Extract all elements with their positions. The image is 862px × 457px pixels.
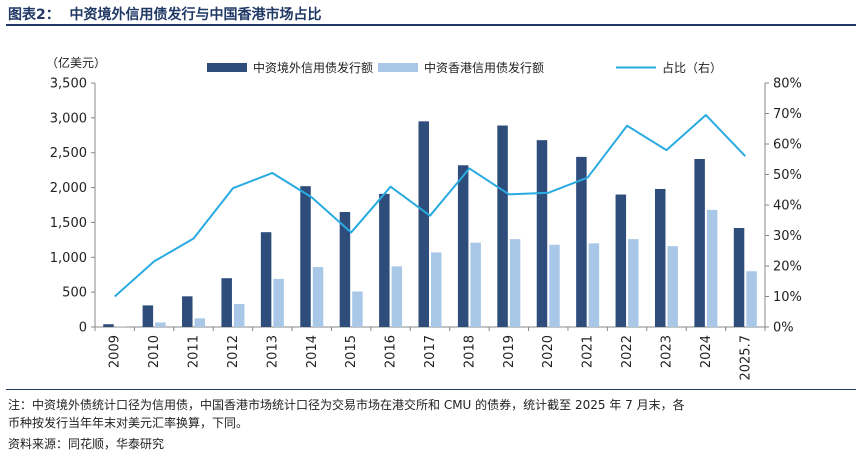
bar-hongkong-issuance bbox=[667, 246, 678, 327]
bar-hongkong-issuance bbox=[352, 291, 363, 327]
bar-offshore-issuance bbox=[654, 188, 666, 327]
bar-offshore-issuance bbox=[103, 324, 114, 327]
legend-swatch bbox=[378, 63, 418, 72]
bar-hongkong-issuance bbox=[549, 244, 560, 327]
bar-hongkong-issuance bbox=[706, 209, 718, 327]
x-tick-label: 2025.7 bbox=[738, 335, 753, 381]
x-tick-label: 2024 bbox=[699, 335, 714, 368]
bar-hongkong-issuance bbox=[746, 271, 757, 327]
x-tick-label: 2016 bbox=[384, 335, 399, 368]
bar-offshore-issuance bbox=[694, 158, 705, 327]
right-tick-label: 0% bbox=[773, 321, 794, 336]
bar-offshore-issuance bbox=[615, 194, 627, 327]
figure-title: 图表2： 中资境外信用债发行与中国香港市场占比 bbox=[8, 7, 322, 23]
share-line bbox=[114, 114, 747, 298]
x-tick-label: 2015 bbox=[344, 335, 359, 368]
bar-hongkong-issuance bbox=[391, 266, 403, 327]
bar-hongkong-issuance bbox=[509, 239, 521, 327]
x-tick-label: 2012 bbox=[226, 335, 241, 368]
bar-offshore-issuance bbox=[497, 125, 508, 327]
combo-chart: （亿美元） 中资境外信用债发行额 中资香港信用债发行额 占比（右） 0 500 1,00… bbox=[46, 55, 802, 381]
bar-offshore-issuance bbox=[418, 121, 429, 327]
bar-offshore-issuance bbox=[260, 232, 272, 327]
bar-offshore-issuance bbox=[300, 186, 311, 327]
bar-hongkong-issuance bbox=[194, 318, 206, 327]
legend: 中资境外信用债发行额 中资香港信用债发行额 占比（右） bbox=[207, 60, 722, 75]
bar-hongkong-issuance bbox=[233, 303, 245, 327]
left-tick-label: 0 bbox=[79, 321, 87, 336]
x-tick-label: 2014 bbox=[305, 335, 320, 368]
x-tick-label: 2020 bbox=[541, 335, 556, 368]
x-tick-label: 2021 bbox=[581, 335, 596, 368]
left-tick-label: 2,500 bbox=[50, 146, 87, 161]
legend-label: 中资香港信用债发行额 bbox=[424, 60, 544, 75]
bar-offshore-issuance bbox=[221, 278, 232, 327]
right-tick-label: 20% bbox=[773, 260, 802, 275]
bar-hongkong-issuance bbox=[273, 278, 284, 327]
bar-hongkong-issuance bbox=[470, 242, 481, 327]
figure-title-bar: 图表2： 中资境外信用债发行与中国香港市场占比 bbox=[6, 2, 856, 26]
footnote-line-1: 注：中资境外债统计口径为信用债，中国香港市场统计口径为交易市场在港交所和 CMU… bbox=[8, 398, 685, 412]
left-tick-label: 3,000 bbox=[50, 111, 87, 126]
bar-offshore-issuance bbox=[182, 296, 193, 327]
legend-label: 占比（右） bbox=[662, 60, 722, 75]
x-tick-label: 2010 bbox=[147, 335, 162, 368]
right-tick-label: 70% bbox=[773, 107, 802, 122]
bar-hongkong-issuance bbox=[628, 239, 639, 327]
bar-hongkong-issuance bbox=[312, 267, 324, 327]
right-tick-label: 60% bbox=[773, 138, 802, 153]
left-tick-label: 3,500 bbox=[50, 77, 87, 92]
footer-divider bbox=[6, 389, 856, 390]
bar-hongkong-issuance bbox=[588, 243, 600, 327]
bar-hongkong-issuance bbox=[155, 322, 166, 327]
x-tick-label: 2023 bbox=[659, 335, 674, 368]
legend-label: 中资境外信用债发行额 bbox=[253, 60, 373, 75]
x-tick-label: 2011 bbox=[187, 335, 202, 368]
right-tick-label: 50% bbox=[773, 168, 802, 183]
bar-offshore-issuance bbox=[733, 228, 745, 327]
source-note: 资料来源：同花顺，华泰研究 bbox=[8, 437, 165, 451]
bar-offshore-issuance bbox=[142, 305, 154, 327]
right-tick-label: 10% bbox=[773, 290, 802, 305]
left-tick-label: 500 bbox=[62, 286, 87, 301]
bar-offshore-issuance bbox=[457, 165, 469, 327]
right-tick-label: 80% bbox=[773, 77, 802, 92]
left-tick-label: 1,000 bbox=[50, 251, 87, 266]
footnote-line-2: 币种按发行当年年末对美元汇率换算，下同。 bbox=[8, 416, 249, 430]
legend-swatch bbox=[207, 63, 247, 72]
x-tick-label: 2013 bbox=[265, 335, 280, 368]
x-tick-label: 2009 bbox=[108, 335, 123, 368]
x-tick-label: 2017 bbox=[423, 335, 438, 368]
left-axis-unit: （亿美元） bbox=[46, 55, 106, 70]
bar-offshore-issuance bbox=[379, 193, 390, 327]
left-tick-label: 2,000 bbox=[50, 181, 87, 196]
plot-area: 0 500 1,000 1,500 2,000 2,500 3,000 3,500 0% 10% 2… bbox=[50, 77, 802, 381]
x-tick-label: 2018 bbox=[462, 335, 477, 368]
bar-offshore-issuance bbox=[339, 211, 351, 327]
right-tick-label: 40% bbox=[773, 199, 802, 214]
right-tick-label: 30% bbox=[773, 229, 802, 244]
x-tick-label: 2019 bbox=[502, 335, 517, 368]
bar-hongkong-issuance bbox=[431, 252, 442, 327]
x-tick-label: 2022 bbox=[620, 335, 635, 368]
left-tick-label: 1,500 bbox=[50, 216, 87, 231]
bar-offshore-issuance bbox=[576, 156, 587, 327]
bar-offshore-issuance bbox=[536, 140, 548, 327]
